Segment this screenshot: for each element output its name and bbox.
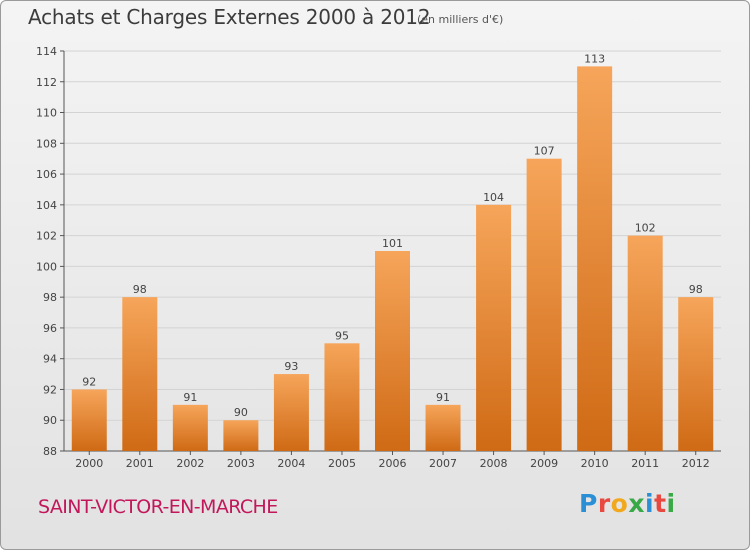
data-label: 91	[436, 391, 450, 404]
x-tick-label: 2005	[328, 457, 356, 470]
data-label: 102	[635, 222, 656, 235]
data-label: 107	[534, 145, 555, 158]
data-label: 91	[183, 391, 197, 404]
y-tick-label: 100	[36, 260, 57, 273]
data-label: 104	[483, 191, 504, 204]
bar	[71, 389, 107, 451]
x-tick-label: 2012	[682, 457, 710, 470]
y-tick-label: 90	[43, 414, 57, 427]
data-label: 93	[284, 360, 298, 373]
logo-letter: t	[654, 489, 667, 518]
bar	[324, 343, 360, 451]
bar	[627, 235, 663, 451]
logo-letter: i	[666, 489, 676, 518]
logo-letter: o	[610, 489, 629, 518]
y-tick-label: 112	[36, 76, 57, 89]
y-tick-label: 114	[36, 45, 57, 58]
x-tick-label: 2010	[581, 457, 609, 470]
bar	[678, 297, 714, 451]
data-label: 98	[689, 283, 703, 296]
bar	[223, 420, 259, 451]
x-tick-label: 2009	[530, 457, 558, 470]
bar	[273, 374, 309, 451]
y-tick-label: 106	[36, 168, 57, 181]
bar	[476, 204, 512, 451]
data-label: 90	[234, 406, 248, 419]
x-tick-label: 2006	[379, 457, 407, 470]
proxiti-logo: Proxiti	[579, 489, 676, 518]
y-tick-label: 96	[43, 322, 57, 335]
y-tick-label: 92	[43, 383, 57, 396]
y-tick-label: 110	[36, 107, 57, 120]
x-tick-label: 2002	[176, 457, 204, 470]
bar	[425, 404, 461, 451]
data-label: 98	[133, 283, 147, 296]
y-tick-label: 108	[36, 137, 57, 150]
bars	[71, 66, 714, 451]
data-label: 92	[82, 375, 96, 388]
bar	[172, 404, 208, 451]
data-label: 95	[335, 329, 349, 342]
x-tick-label: 2007	[429, 457, 457, 470]
x-tick-label: 2011	[631, 457, 659, 470]
x-tick-label: 2001	[126, 457, 154, 470]
logo-letter: i	[645, 489, 655, 518]
x-tick-label: 2004	[277, 457, 305, 470]
logo-letter: x	[628, 489, 645, 518]
bar	[526, 158, 562, 451]
data-label: 113	[584, 52, 605, 65]
data-label: 101	[382, 237, 403, 250]
chart-title: Achats et Charges Externes 2000 à 2012	[28, 5, 431, 29]
y-tick-label: 94	[43, 353, 57, 366]
data-labels: 92 98 91 90 93 95 101 91 104 107 113 102 98	[82, 52, 702, 419]
x-tick-label: 2003	[227, 457, 255, 470]
place-name: SAINT-VICTOR-EN-MARCHE	[38, 496, 278, 518]
bar	[577, 66, 613, 451]
logo-letter: P	[579, 489, 598, 518]
x-tick-label: 2000	[75, 457, 103, 470]
bar	[375, 251, 410, 451]
bar	[122, 297, 158, 451]
x-tick-label: 2008	[480, 457, 508, 470]
y-tick-label: 102	[36, 230, 57, 243]
logo-letter: r	[597, 489, 611, 518]
y-tick-label: 104	[36, 199, 57, 212]
y-tick-label: 88	[43, 445, 57, 458]
chart-subtitle: (en milliers d'€)	[417, 13, 504, 26]
y-tick-label: 98	[43, 291, 57, 304]
